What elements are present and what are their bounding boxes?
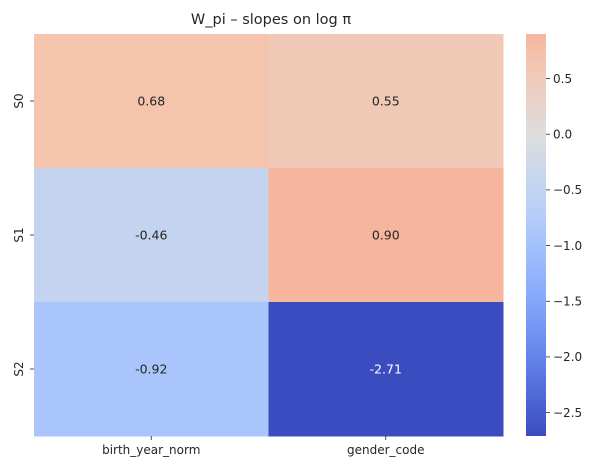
x-tick-label: gender_code [347,443,424,457]
cell-value-label: -0.46 [135,228,167,243]
colorbar-tick-label: −1.5 [553,295,582,309]
chart-title: W_pi – slopes on log π [191,12,351,28]
x-tick-label: birth_year_norm [102,443,200,457]
heatmap-cell [34,302,269,437]
cell-value-label: 0.68 [137,94,165,109]
colorbar: −2.5 −2.0 −1.5 −1.0 −0.5 0.0 0.5 [526,34,582,436]
cell-value-label: 0.90 [372,228,400,243]
colorbar-tick-label: −2.5 [553,406,582,420]
heatmap-cell [34,168,269,303]
heatmap-value-labels: 0.68 0.55 -0.46 0.90 -0.92 -2.71 [135,94,402,377]
colorbar-tick-label: −2.0 [553,350,582,364]
heatmap-cell [268,302,504,437]
y-axis: S0 S1 S2 [12,93,34,377]
colorbar-tick-label: −0.5 [553,183,582,197]
cell-value-label: -2.71 [370,362,402,377]
colorbar-gradient [526,34,546,436]
y-tick-label: S0 [12,93,26,108]
heatmap-cell [268,168,504,303]
x-axis: birth_year_norm gender_code [102,436,424,457]
colorbar-ticks: −2.5 −2.0 −1.5 −1.0 −0.5 0.0 0.5 [546,72,582,420]
cell-value-label: 0.55 [372,94,400,109]
colorbar-tick-label: 0.5 [553,72,572,86]
heatmap-cell [268,34,504,169]
cell-value-label: -0.92 [135,362,167,377]
heatmap-cells [34,34,504,437]
y-tick-label: S1 [12,227,26,242]
y-tick-label: S2 [12,361,26,376]
colorbar-tick-label: −1.0 [553,239,582,253]
heatmap-cell [34,34,269,169]
colorbar-tick-label: 0.0 [553,128,572,142]
